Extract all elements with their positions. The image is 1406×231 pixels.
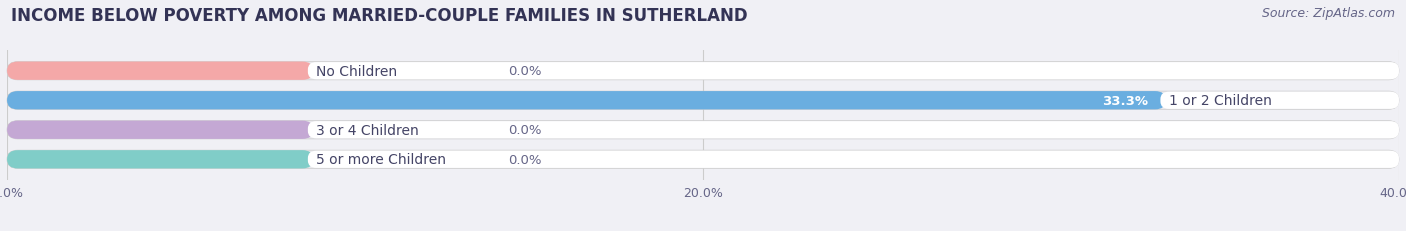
FancyBboxPatch shape xyxy=(1160,92,1399,109)
FancyBboxPatch shape xyxy=(7,121,314,139)
FancyBboxPatch shape xyxy=(7,121,1399,139)
Text: No Children: No Children xyxy=(316,64,398,78)
Text: 0.0%: 0.0% xyxy=(508,124,541,137)
FancyBboxPatch shape xyxy=(7,150,314,169)
FancyBboxPatch shape xyxy=(7,62,314,81)
FancyBboxPatch shape xyxy=(308,122,1399,139)
Text: 1 or 2 Children: 1 or 2 Children xyxy=(1168,94,1272,108)
FancyBboxPatch shape xyxy=(7,92,1166,110)
FancyBboxPatch shape xyxy=(308,63,1399,80)
FancyBboxPatch shape xyxy=(7,92,1399,110)
FancyBboxPatch shape xyxy=(7,150,1399,169)
Text: 0.0%: 0.0% xyxy=(508,65,541,78)
Text: 0.0%: 0.0% xyxy=(508,153,541,166)
Text: INCOME BELOW POVERTY AMONG MARRIED-COUPLE FAMILIES IN SUTHERLAND: INCOME BELOW POVERTY AMONG MARRIED-COUPL… xyxy=(11,7,748,25)
Text: Source: ZipAtlas.com: Source: ZipAtlas.com xyxy=(1261,7,1395,20)
FancyBboxPatch shape xyxy=(7,62,1399,81)
FancyBboxPatch shape xyxy=(308,151,1399,168)
Text: 33.3%: 33.3% xyxy=(1102,94,1149,107)
Text: 5 or more Children: 5 or more Children xyxy=(316,153,447,167)
Text: 3 or 4 Children: 3 or 4 Children xyxy=(316,123,419,137)
